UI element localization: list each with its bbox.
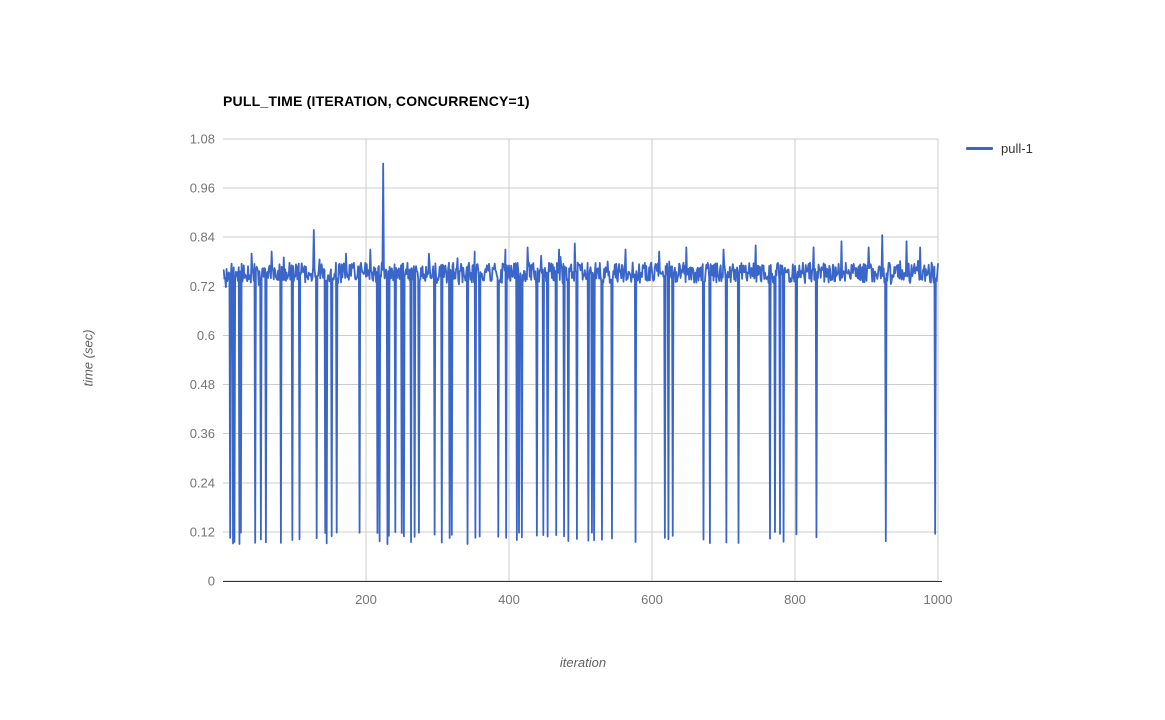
y-tick-label: 0.84 <box>190 230 215 245</box>
series-line-pull-1 <box>222 162 939 546</box>
x-tick-label: 400 <box>498 592 520 607</box>
y-tick-label: 0.72 <box>190 279 215 294</box>
x-tick-label: 200 <box>355 592 377 607</box>
x-tick-label: 1000 <box>924 592 953 607</box>
chart-title: PULL_TIME (ITERATION, CONCURRENCY=1) <box>223 93 530 109</box>
y-tick-label: 0.36 <box>190 426 215 441</box>
y-tick-label: 0.24 <box>190 475 215 490</box>
x-axis-title: iteration <box>559 655 607 670</box>
y-tick-label: 0.12 <box>190 524 215 539</box>
legend: pull-1 <box>966 141 1033 156</box>
y-tick-label: 0.6 <box>197 328 215 343</box>
legend-series-label: pull-1 <box>1001 141 1033 156</box>
y-tick-label: 0.96 <box>190 181 215 196</box>
y-tick-label: 0.48 <box>190 377 215 392</box>
x-tick-label: 600 <box>641 592 663 607</box>
x-tick-label: 800 <box>784 592 806 607</box>
legend-line-swatch <box>966 147 993 150</box>
y-tick-label: 0 <box>208 574 215 589</box>
y-tick-label: 1.08 <box>190 132 215 147</box>
